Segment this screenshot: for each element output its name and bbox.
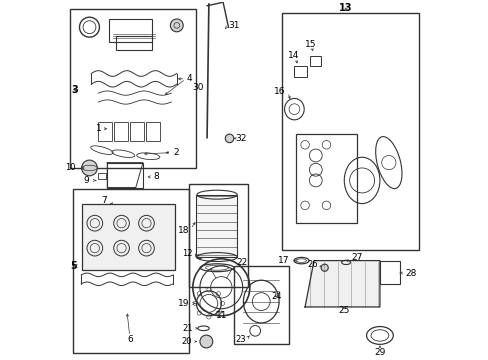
Circle shape	[195, 252, 203, 259]
Text: 26: 26	[306, 260, 317, 269]
Circle shape	[321, 264, 327, 271]
Text: 27: 27	[351, 253, 362, 262]
Bar	[73, 189, 189, 353]
Text: 1: 1	[96, 124, 102, 133]
Bar	[130, 122, 143, 141]
Text: 20: 20	[181, 337, 191, 346]
Bar	[146, 122, 160, 141]
Text: 5: 5	[70, 261, 77, 271]
Bar	[296, 134, 356, 223]
Text: 12: 12	[182, 249, 192, 258]
Text: 29: 29	[373, 348, 385, 357]
Text: 24: 24	[271, 292, 281, 301]
Circle shape	[170, 19, 183, 32]
Text: 14: 14	[287, 51, 299, 60]
Text: 18: 18	[178, 226, 189, 235]
Text: 7: 7	[102, 195, 107, 204]
Bar	[282, 13, 418, 250]
Polygon shape	[305, 261, 379, 307]
Bar	[82, 204, 175, 270]
Bar	[233, 266, 288, 345]
Bar	[107, 163, 142, 188]
Text: 8: 8	[153, 172, 159, 181]
Text: 19: 19	[178, 299, 189, 308]
Bar	[189, 184, 247, 287]
Text: 11: 11	[216, 311, 227, 320]
Bar	[98, 122, 112, 141]
Text: 10: 10	[64, 163, 75, 172]
Text: 32: 32	[235, 134, 246, 143]
Text: 16: 16	[274, 87, 285, 96]
Bar	[70, 9, 196, 168]
Circle shape	[81, 160, 97, 176]
Text: 28: 28	[404, 269, 415, 278]
Text: 9: 9	[83, 176, 89, 185]
Text: 15: 15	[304, 40, 316, 49]
Text: 23: 23	[235, 334, 246, 343]
Text: 25: 25	[338, 306, 349, 315]
Text: 4: 4	[186, 75, 192, 84]
Text: 30: 30	[192, 83, 203, 92]
Text: 21: 21	[182, 324, 192, 333]
Text: 22: 22	[236, 258, 247, 267]
Bar	[196, 195, 237, 257]
Bar	[116, 36, 152, 50]
Text: 31: 31	[228, 21, 240, 30]
Text: 17: 17	[277, 256, 288, 265]
Bar	[98, 173, 106, 179]
Text: 3: 3	[72, 85, 79, 95]
Bar	[310, 56, 321, 66]
Text: 2: 2	[173, 148, 179, 157]
Bar	[109, 19, 152, 42]
Bar	[114, 122, 128, 141]
Text: 13: 13	[339, 3, 352, 13]
Circle shape	[200, 335, 212, 348]
Circle shape	[225, 134, 233, 143]
Bar	[294, 66, 306, 77]
Text: 6: 6	[127, 334, 133, 343]
Bar	[379, 261, 399, 284]
